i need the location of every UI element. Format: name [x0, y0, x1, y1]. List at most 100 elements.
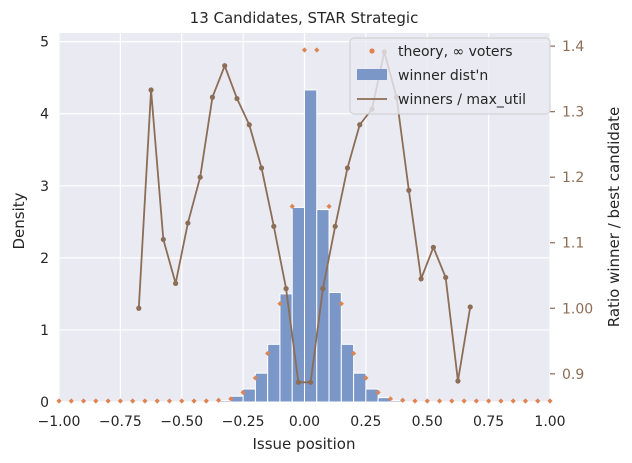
chart-title: 13 Candidates, STAR Strategic	[190, 9, 419, 27]
ratio-point	[467, 304, 473, 310]
x-tick-label: 0.75	[473, 414, 504, 430]
ratio-point	[430, 244, 436, 250]
x-tick-label: 0.00	[289, 414, 320, 430]
ratio-point	[222, 63, 228, 69]
theory-marker	[154, 398, 160, 404]
y2-tick-label: 1.2	[562, 170, 584, 186]
x-axis-label: Issue position	[253, 435, 356, 453]
theory-marker	[68, 398, 74, 404]
theory-marker	[56, 398, 62, 404]
y2-tick-label: 1.00	[562, 301, 593, 317]
x-tick-label: −1.00	[38, 414, 81, 430]
histogram-bar	[291, 206, 306, 403]
y-tick-label: 2	[40, 251, 49, 267]
x-tick-label: −0.50	[160, 414, 203, 430]
theory-marker	[498, 398, 504, 404]
histogram-bar	[365, 388, 379, 403]
histogram-bar	[353, 372, 367, 403]
theory-marker	[400, 397, 406, 403]
legend-theory-label: theory, ∞ voters	[398, 44, 513, 60]
theory-marker	[80, 398, 87, 404]
ratio-point	[344, 165, 351, 171]
histogram-bar	[242, 388, 256, 403]
axes: −1.00 −0.75 −0.50 −0.25 0.00 0.25 0.50 0.75 1.00…	[38, 35, 594, 430]
theory-marker	[203, 398, 209, 404]
ratio-point	[443, 274, 449, 281]
legend-ratio-label: winners / max_util	[398, 92, 526, 108]
theory-marker	[117, 398, 123, 404]
theory-marker	[130, 398, 136, 404]
y-tick-label: 1	[40, 323, 49, 339]
y2-tick-label: 0.9	[562, 367, 584, 383]
y-tick-label: 5	[40, 35, 49, 51]
theory-marker	[436, 398, 443, 404]
legend-bars-swatch	[357, 69, 387, 80]
theory-marker	[387, 396, 394, 402]
theory-marker	[338, 301, 344, 307]
ratio-point	[197, 174, 203, 180]
ratio-point	[136, 305, 142, 311]
histogram-bars	[218, 89, 404, 403]
theory-marker	[486, 398, 492, 404]
theory-marker	[412, 398, 418, 404]
theory-marker	[547, 398, 553, 404]
x-tick-label: −0.25	[222, 414, 265, 430]
theory-marker	[105, 398, 111, 404]
histogram-bar	[316, 209, 330, 403]
theory-marker	[289, 203, 295, 210]
theory-marker	[252, 375, 258, 381]
histogram-bar	[279, 293, 293, 403]
histogram-bar	[328, 291, 342, 403]
ratio-point	[209, 94, 216, 100]
theory-marker	[93, 398, 99, 404]
y-tick-label: 4	[40, 107, 49, 123]
ratio-point	[406, 187, 412, 193]
theory-marker	[449, 398, 455, 404]
ratio-line	[136, 49, 473, 385]
ratio-point	[148, 87, 154, 93]
x-tick-label: −0.75	[99, 414, 142, 430]
legend-bars-label: winner dist'n	[398, 68, 488, 84]
ratio-point	[357, 122, 363, 128]
y2-tick-label: 1.1	[562, 236, 584, 252]
theory-marker	[215, 397, 222, 403]
theory-marker	[191, 398, 197, 404]
theory-marker	[228, 396, 234, 402]
ratio-point	[308, 379, 314, 385]
ratio-point	[271, 223, 277, 229]
theory-marker	[510, 398, 516, 404]
ratio-point	[320, 286, 326, 292]
theory-marker	[142, 398, 148, 404]
theory-marker	[277, 301, 283, 307]
theory-markers	[56, 47, 553, 404]
theory-marker	[314, 47, 320, 53]
theory-marker	[240, 389, 246, 395]
ratio-point	[258, 165, 265, 171]
theory-marker	[522, 398, 529, 404]
theory-marker	[535, 398, 541, 404]
y-tick-label: 0	[40, 395, 49, 411]
theory-marker	[461, 398, 467, 404]
ratio-point	[455, 378, 461, 384]
y2-tick-label: 1.3	[562, 105, 584, 121]
y-tick-label: 3	[40, 179, 49, 195]
theory-marker	[424, 398, 430, 404]
y2-axis-label: Ratio winner / best candidate	[605, 107, 623, 327]
y-axis-label: Density	[10, 192, 28, 249]
theory-marker	[265, 350, 271, 357]
theory-marker	[351, 350, 357, 357]
ratio-point	[295, 379, 301, 385]
y2-tick-label: 1.4	[562, 39, 584, 55]
ratio-point	[234, 95, 240, 102]
x-tick-label: 0.25	[350, 414, 381, 430]
theory-marker	[375, 389, 381, 395]
ratio-point	[246, 122, 252, 128]
ratio-point	[332, 223, 338, 229]
theory-marker	[363, 375, 369, 381]
theory-marker	[166, 398, 173, 404]
theory-marker	[301, 47, 308, 53]
ratio-point	[185, 220, 191, 226]
ratio-series-line	[137, 51, 472, 384]
theory-marker	[179, 398, 185, 404]
theory-marker	[473, 398, 479, 404]
